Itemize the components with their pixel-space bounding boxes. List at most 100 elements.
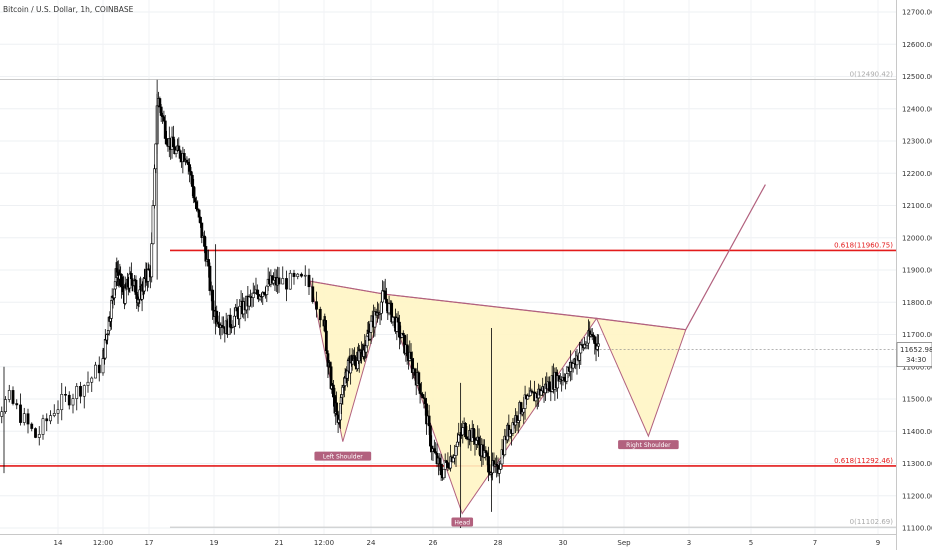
time-axis[interactable]: 14 12:00 17 19 21 12:00 24 26 28 30 Sep 3 5 7 9: [54, 539, 881, 547]
candle-body: [442, 468, 446, 479]
candle-body: [204, 246, 208, 262]
candle: [597, 334, 600, 357]
candle-body: [487, 456, 490, 473]
candle: [37, 426, 41, 446]
pattern-labels: Left Shoulder Head Right Shoulder: [314, 440, 679, 527]
candle: [296, 272, 300, 280]
price-axis[interactable]: 12700.00 12600.00 12500.00 12400.00 12300.00…: [599, 9, 932, 533]
candle-body: [365, 335, 369, 347]
x-tick-label: Sep: [617, 539, 631, 547]
candle-body: [101, 358, 105, 374]
candle: [90, 376, 94, 392]
candle: [292, 269, 296, 285]
candle-body: [562, 376, 566, 381]
candle-body: [548, 381, 551, 392]
candle: [30, 422, 34, 432]
candle-body: [472, 428, 476, 439]
x-tick-label: 26: [429, 539, 438, 547]
candle-body: [192, 186, 196, 199]
pattern-label-box: [451, 517, 474, 527]
candle-body: [451, 457, 455, 463]
candle-body: [71, 398, 75, 406]
candle-body: [41, 418, 45, 435]
candle-body: [432, 448, 436, 452]
candle: [94, 361, 97, 379]
candle: [315, 291, 318, 318]
y-tick-label: 12200.00: [902, 170, 932, 178]
candle: [67, 391, 71, 410]
fib-level-label: 0.618(11960.75): [834, 241, 893, 249]
candle-body: [387, 303, 391, 314]
candle-body: [197, 209, 201, 218]
candle-body: [265, 285, 269, 295]
candle-body: [174, 149, 178, 154]
y-tick-label: 12700.00: [902, 9, 932, 17]
candle-body: [438, 457, 442, 465]
candle-body: [311, 286, 315, 302]
candle-body: [150, 243, 154, 278]
candle-body: [0, 411, 4, 417]
x-tick-label: 28: [494, 539, 503, 547]
candle: [307, 268, 311, 296]
y-tick-label: 12500.00: [902, 73, 932, 81]
breakout-projection: [685, 184, 766, 330]
last-price-tag: [896, 342, 932, 367]
x-tick-label: 30: [559, 539, 568, 547]
y-tick-label: 12300.00: [902, 138, 932, 146]
y-tick-label: 11800.00: [902, 299, 932, 307]
y-tick-label: 12600.00: [902, 41, 932, 49]
x-tick-label: 17: [145, 539, 154, 547]
candle-body: [49, 415, 52, 422]
candle-body: [255, 289, 259, 295]
x-tick-label: 19: [210, 539, 219, 547]
candle-body: [427, 415, 431, 427]
candle-body: [457, 434, 461, 443]
candle-body: [200, 222, 204, 238]
pattern-label-box: [618, 440, 679, 450]
candle-body: [26, 413, 30, 425]
fib-level-label: 0.618(11292.46): [834, 457, 893, 465]
candle-body: [597, 343, 600, 347]
candle: [56, 400, 60, 424]
candle: [19, 393, 22, 426]
candle-body: [423, 398, 427, 405]
y-tick-label: 11600.00: [902, 363, 932, 371]
candle-body: [381, 290, 385, 303]
candle: [318, 306, 322, 328]
candle-body: [194, 201, 198, 210]
candle-body: [97, 364, 101, 374]
candle-body: [177, 145, 181, 151]
candle-body: [379, 301, 383, 314]
candle-body: [60, 394, 64, 411]
candle-body: [315, 301, 318, 310]
fib-level-label: 0(11102.69): [850, 518, 894, 526]
candle-body: [385, 298, 388, 304]
candle-body: [281, 278, 285, 285]
candle-body: [300, 273, 303, 277]
x-tick-label: 24: [367, 539, 376, 547]
candle: [303, 265, 307, 286]
candle-body: [497, 469, 501, 474]
candle-body: [324, 320, 327, 332]
candle-body: [429, 425, 432, 447]
candle-body: [185, 159, 189, 163]
candle: [285, 270, 288, 302]
candle-body: [211, 289, 215, 311]
candle-body: [34, 428, 37, 438]
candle-body: [272, 279, 275, 284]
x-tick-label: 21: [275, 539, 284, 547]
pattern-label-box: [314, 451, 372, 461]
candle-body: [158, 98, 162, 108]
pattern-label: Left Shoulder: [323, 453, 363, 460]
candle-body: [203, 235, 206, 247]
candle: [15, 399, 19, 410]
candle: [300, 272, 303, 278]
y-tick-label: 11200.00: [902, 492, 932, 500]
candle-body: [405, 344, 409, 356]
candle-body: [454, 446, 458, 456]
candle: [7, 384, 11, 403]
y-tick-label: 12100.00: [902, 202, 932, 210]
candle-body: [90, 377, 94, 383]
candle-body: [238, 305, 242, 320]
